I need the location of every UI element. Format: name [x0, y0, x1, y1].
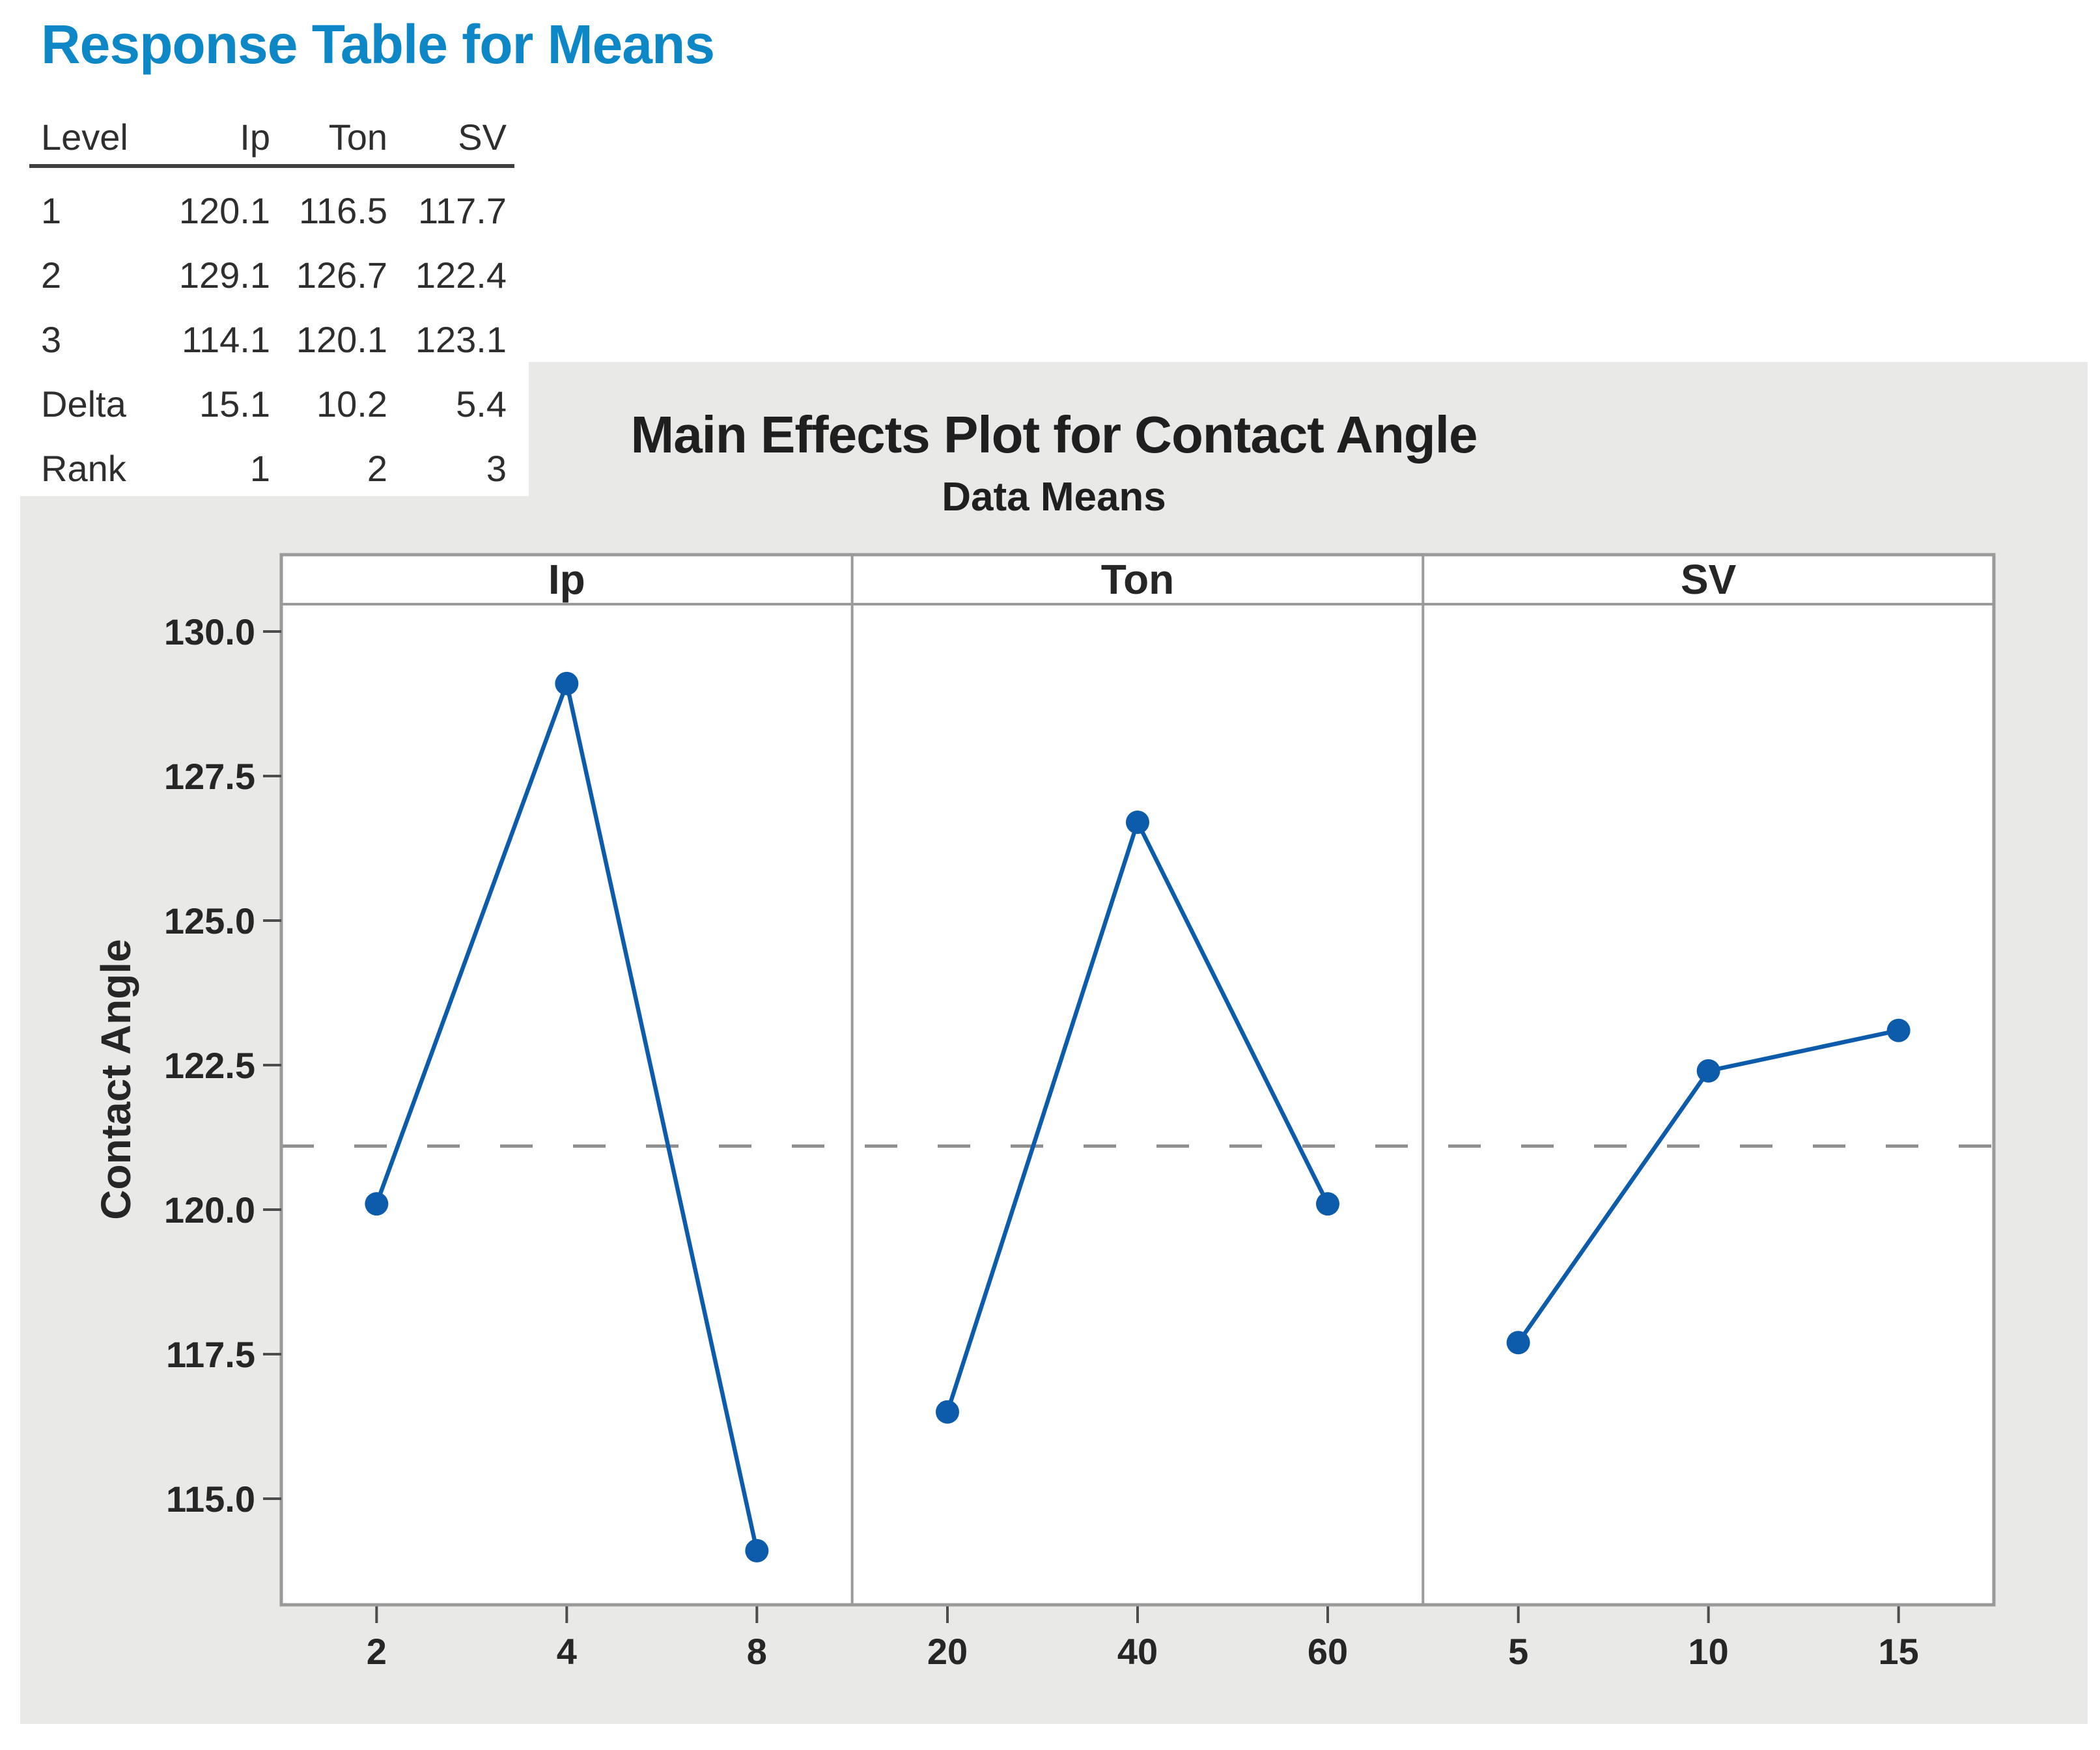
panel-label-sv: SV — [1681, 556, 1737, 603]
data-point-ip-4 — [555, 671, 579, 695]
response-table-body: 1 120.1 116.5 117.7 2 129.1 126.7 122.4 3 114.1 12… — [29, 168, 514, 501]
x-tick-label: 60 — [1308, 1631, 1348, 1672]
x-tick-label: 40 — [1117, 1631, 1158, 1672]
table-cell: 126.7 — [296, 255, 387, 296]
table-cell: 120.1 — [296, 319, 387, 360]
panel-label-ton: Ton — [1101, 556, 1175, 603]
data-point-ton-60 — [1316, 1192, 1339, 1216]
data-point-sv-15 — [1886, 1018, 1911, 1042]
data-point-ip-8 — [745, 1538, 769, 1562]
table-cell: 1 — [249, 448, 270, 489]
row-label: 1 — [41, 190, 62, 231]
column-header-level: Level — [41, 117, 128, 158]
table-cell: 120.1 — [178, 190, 270, 231]
y-tick-label: 127.5 — [164, 756, 255, 797]
x-tick-label: 20 — [927, 1631, 968, 1672]
x-tick-label: 10 — [1688, 1631, 1729, 1672]
y-tick-label: 120.0 — [164, 1189, 255, 1230]
table-cell: 114.1 — [182, 319, 270, 360]
table-row: Rank 1 2 3 — [29, 436, 514, 501]
table-cell: 116.5 — [299, 190, 387, 231]
y-tick-label: 115.0 — [166, 1479, 255, 1520]
data-point-ip-2 — [365, 1192, 389, 1216]
y-tick-label: 130.0 — [164, 611, 255, 652]
table-row: 1 120.1 116.5 117.7 — [29, 178, 514, 243]
chart-subtitle: Data Means — [942, 475, 1166, 520]
panel-label-ip: Ip — [548, 556, 585, 603]
table-cell: 123.1 — [415, 319, 507, 360]
x-tick-label: 5 — [1508, 1631, 1528, 1672]
row-label: 3 — [41, 319, 62, 360]
row-label: Rank — [41, 448, 126, 489]
x-tick-label: 15 — [1879, 1631, 1919, 1672]
y-axis-title: Contact Angle — [92, 939, 139, 1219]
x-tick-label: 2 — [367, 1631, 387, 1672]
y-tick-label: 125.0 — [164, 900, 255, 941]
data-point-ton-20 — [936, 1400, 959, 1424]
row-label: 2 — [41, 255, 62, 296]
table-cell: 10.2 — [316, 383, 387, 424]
data-point-ton-40 — [1126, 811, 1149, 835]
data-point-sv-10 — [1696, 1059, 1720, 1083]
table-row: 3 114.1 120.1 123.1 — [29, 307, 514, 372]
table-row: 2 129.1 126.7 122.4 — [29, 243, 514, 307]
panel-background — [281, 555, 1994, 1605]
column-header-sv: SV — [458, 117, 507, 158]
table-cell: 117.7 — [418, 190, 507, 231]
table-cell: 5.4 — [456, 383, 507, 424]
table-cell: 15.1 — [199, 383, 270, 424]
row-label: Delta — [41, 383, 126, 424]
response-table-block: Response Table for Means Level Ip Ton SV 1 12… — [0, 0, 715, 496]
response-table-header-row: Level Ip Ton SV — [29, 111, 514, 168]
column-header-ton: Ton — [328, 117, 387, 158]
table-row: Delta 15.1 10.2 5.4 — [29, 372, 514, 436]
table-cell: 2 — [367, 448, 387, 489]
table-cell: 129.1 — [178, 255, 270, 296]
x-tick-label: 4 — [557, 1631, 577, 1672]
response-table: Level Ip Ton SV 1 120.1 116.5 117.7 2 129.1 126.7 1… — [29, 111, 514, 501]
panel-border — [279, 553, 1996, 1607]
response-table-title: Response Table for Means — [41, 14, 715, 75]
data-point-sv-5 — [1506, 1331, 1530, 1355]
y-tick-label: 122.5 — [164, 1045, 255, 1086]
column-header-ip: Ip — [240, 117, 270, 158]
table-cell: 122.4 — [415, 255, 507, 296]
y-tick-label: 117.5 — [166, 1334, 255, 1375]
chart-title: Main Effects Plot for Contact Angle — [630, 406, 1478, 464]
table-cell: 3 — [486, 448, 507, 489]
x-tick-label: 8 — [747, 1631, 767, 1672]
